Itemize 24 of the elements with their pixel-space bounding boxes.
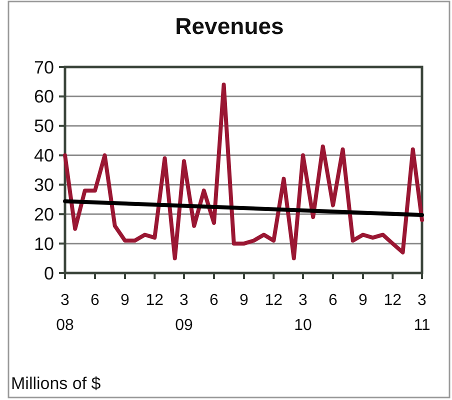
y-tick-label: 0	[44, 263, 54, 284]
x-tick-label: 12	[264, 292, 283, 309]
x-tick-label: 3 09	[175, 292, 193, 334]
chart-title: Revenues	[175, 13, 284, 39]
x-tick-label: 12	[146, 292, 164, 309]
x-tick-label: 12	[384, 292, 402, 309]
x-tick-label: 9	[358, 292, 368, 309]
y-tick-label: 60	[34, 86, 54, 107]
x-tick-label: 6	[328, 292, 338, 309]
y-tick-label: 20	[34, 204, 54, 224]
y-tick-label: 70	[34, 57, 54, 78]
x-tick-label: 3 08	[56, 292, 74, 334]
y-tick-label: 10	[34, 234, 54, 254]
x-tick-label: 3 11	[414, 292, 430, 334]
y-axis-title: Millions of $	[11, 374, 102, 393]
x-tick-label: 6	[210, 292, 219, 309]
line-series	[63, 82, 424, 260]
y-tick-label: 30	[34, 175, 54, 196]
x-tick-label: 3 10	[294, 292, 312, 334]
x-tick-label: 9	[120, 292, 130, 309]
x-tick-label: 6	[90, 292, 100, 309]
x-tick-label: 9	[240, 292, 249, 309]
y-tick-label: 50	[34, 116, 54, 136]
y-tick-label: 40	[34, 146, 54, 166]
